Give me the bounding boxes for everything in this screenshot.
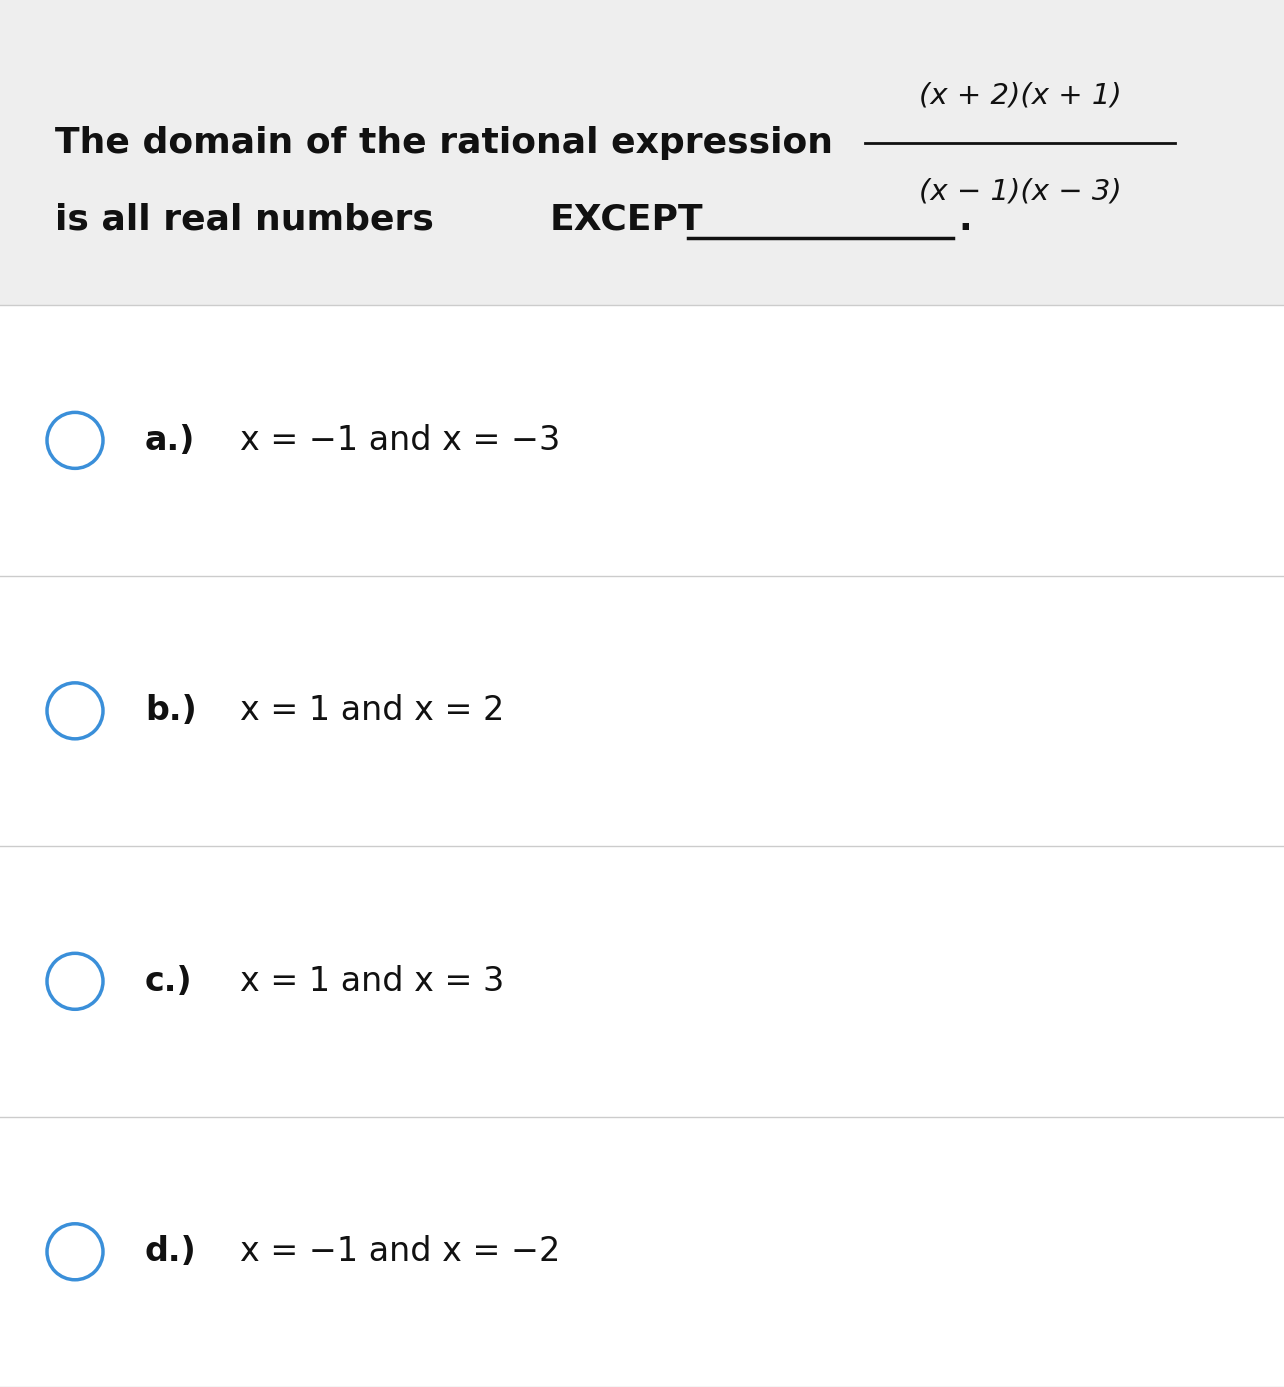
Text: x = 1 and x = 3: x = 1 and x = 3: [240, 965, 505, 997]
Text: (x + 2)(x + 1): (x + 2)(x + 1): [918, 82, 1121, 110]
Text: .: .: [958, 203, 972, 237]
Text: EXCEPT: EXCEPT: [550, 203, 704, 237]
Bar: [0, 0, 1284, 305]
Text: d.): d.): [145, 1236, 196, 1268]
Text: x = −1 and x = −2: x = −1 and x = −2: [240, 1236, 560, 1268]
Text: c.): c.): [145, 965, 193, 997]
Text: x = 1 and x = 2: x = 1 and x = 2: [240, 695, 505, 727]
Text: The domain of the rational expression: The domain of the rational expression: [55, 126, 833, 161]
Text: (x − 1)(x − 3): (x − 1)(x − 3): [918, 178, 1121, 205]
Text: a.): a.): [145, 424, 195, 456]
Text: b.): b.): [145, 695, 196, 727]
Text: x = −1 and x = −3: x = −1 and x = −3: [240, 424, 560, 456]
Text: is all real numbers: is all real numbers: [55, 203, 447, 237]
